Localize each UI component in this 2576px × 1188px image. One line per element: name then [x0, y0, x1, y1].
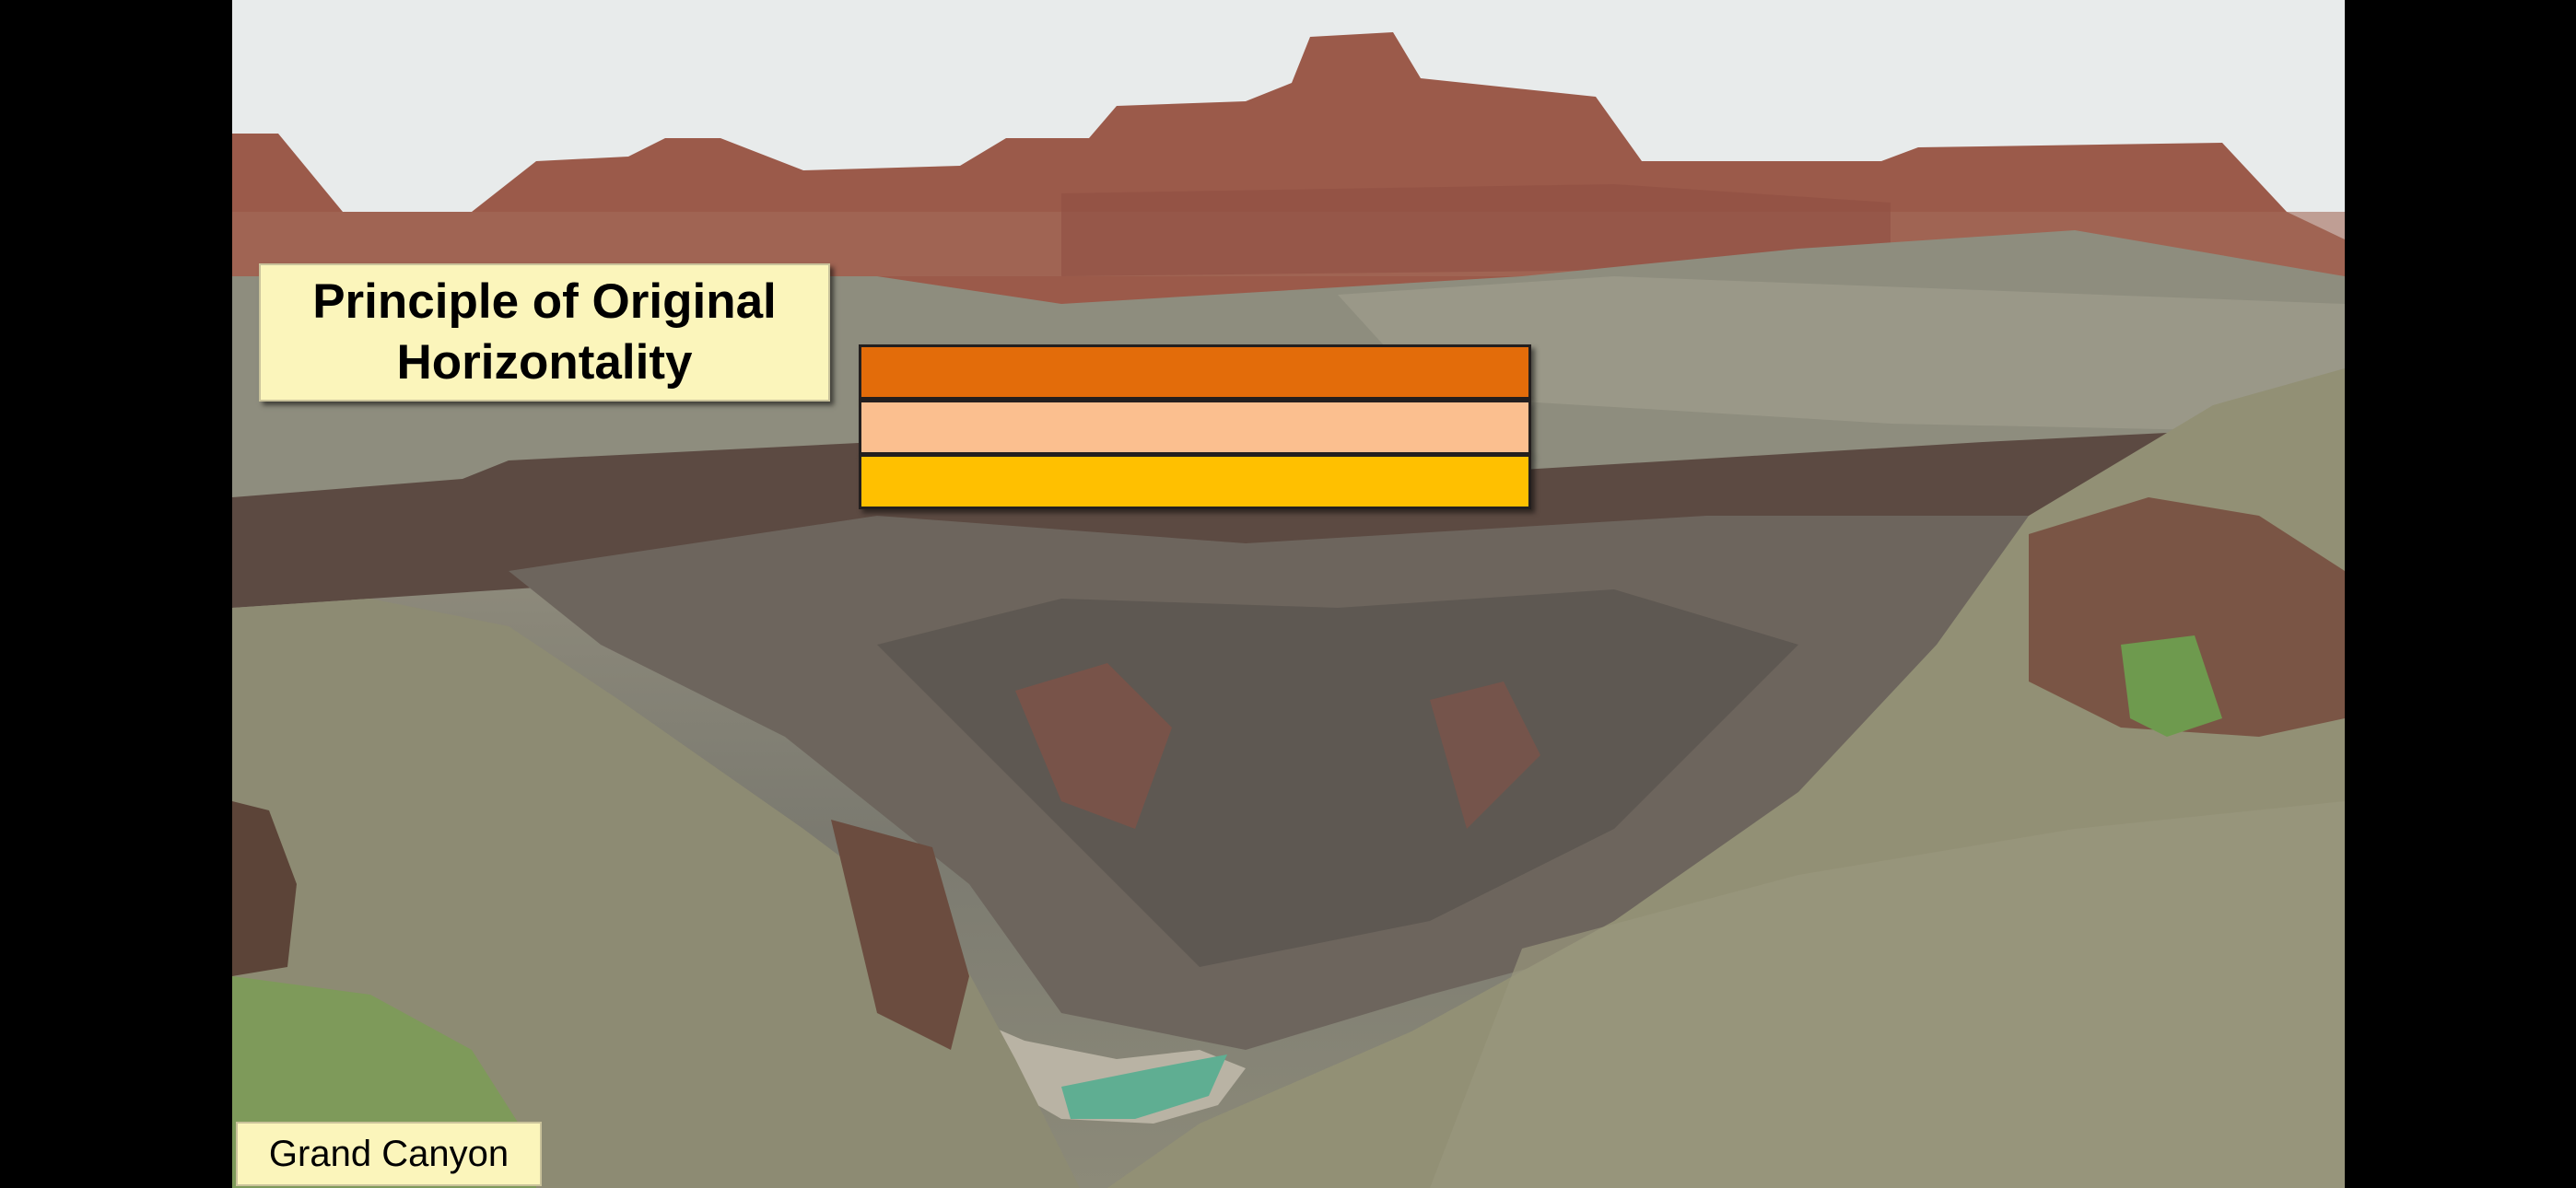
- letterbox-right: [2345, 0, 2576, 1188]
- slide-title-box: Principle of Original Horizontality: [259, 263, 830, 402]
- letterbox-left: [0, 0, 232, 1188]
- rock-layer-bottom: [859, 454, 1531, 509]
- caption-box: Grand Canyon: [236, 1122, 542, 1186]
- grand-canyon-photo: [232, 0, 2345, 1188]
- caption-text: Grand Canyon: [268, 1133, 509, 1174]
- rock-layer-middle: [859, 400, 1531, 455]
- slide-title: Principle of Original Horizontality: [312, 274, 777, 390]
- rock-layer-top: [859, 344, 1531, 400]
- slide: Principle of Original Horizontality Gran…: [232, 0, 2345, 1188]
